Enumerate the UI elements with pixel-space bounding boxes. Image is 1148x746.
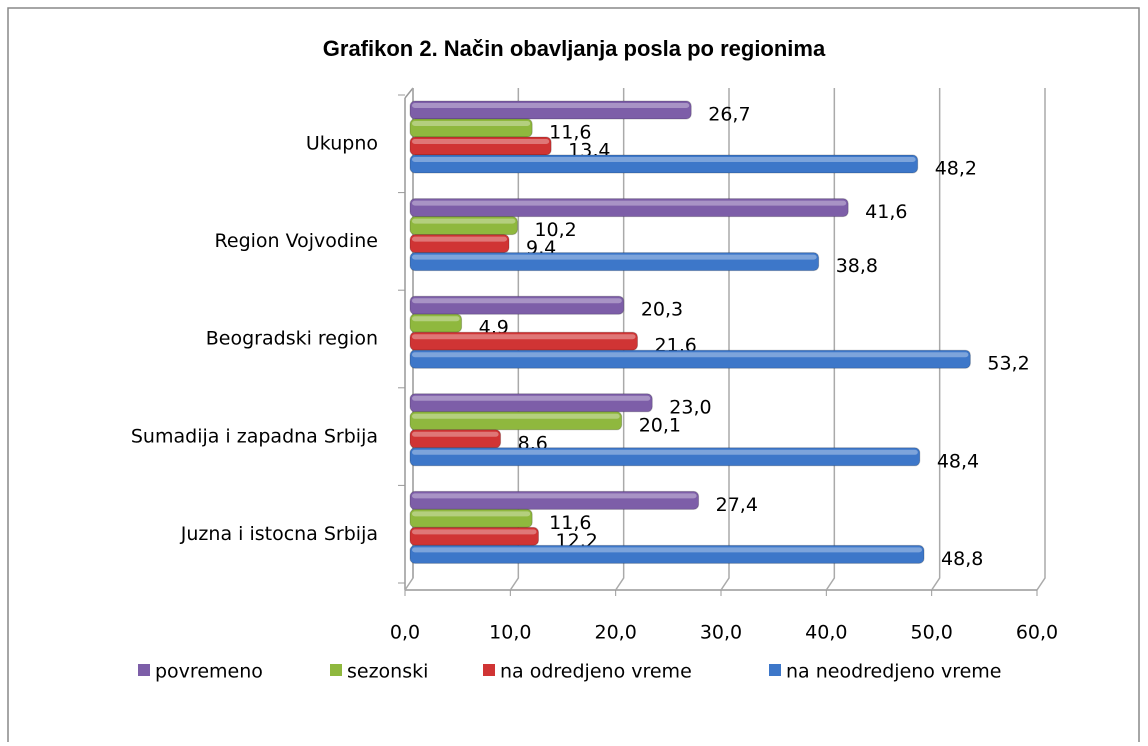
x-tick-label: 40,0 xyxy=(805,622,847,644)
bar-shine xyxy=(412,254,817,260)
bar-shine xyxy=(412,103,690,108)
legend-marker xyxy=(330,664,342,676)
data-label: 27,4 xyxy=(716,494,758,516)
bar-shine xyxy=(412,157,916,162)
bar xyxy=(409,100,692,120)
legend-label: povremeno xyxy=(155,661,263,683)
x-tick-label: 10,0 xyxy=(489,622,531,644)
data-label: 20,1 xyxy=(639,414,681,436)
legend-label: na neodredjeno vreme xyxy=(786,661,1002,683)
grid-line xyxy=(825,88,836,591)
bar xyxy=(409,349,971,369)
chart-title: Grafikon 2. Način obavljanja posla po re… xyxy=(323,36,826,61)
x-tick-label: 0,0 xyxy=(390,622,420,644)
grid-line xyxy=(509,88,520,591)
bar-shine xyxy=(412,236,508,242)
bar-shine xyxy=(412,139,550,144)
wall-top xyxy=(404,87,414,99)
data-label: 53,2 xyxy=(987,353,1029,375)
bar-shine xyxy=(412,121,531,126)
legend-marker xyxy=(769,664,781,676)
data-label: 48,4 xyxy=(937,450,979,472)
y-tick-label: Beogradski region xyxy=(206,328,378,350)
legend-label: na odredjeno vreme xyxy=(500,661,692,683)
data-label: 48,8 xyxy=(941,548,983,570)
bar-shine xyxy=(412,449,918,455)
grid-line xyxy=(720,88,730,591)
bar-shine xyxy=(412,547,923,553)
y-tick-label: Ukupno xyxy=(306,133,378,155)
data-label: 20,3 xyxy=(641,299,683,321)
bar xyxy=(409,544,925,564)
data-label: 10,2 xyxy=(534,219,576,241)
bar-shine xyxy=(412,529,537,535)
bar xyxy=(409,198,849,218)
bar-shine xyxy=(412,511,531,517)
x-tick-label: 60,0 xyxy=(1016,622,1058,644)
legend-marker xyxy=(483,664,495,676)
data-label: 38,8 xyxy=(836,255,878,277)
data-label: 41,6 xyxy=(865,201,907,223)
data-label: 48,2 xyxy=(935,158,977,180)
legend-label: sezonski xyxy=(347,661,428,683)
data-label: 11,6 xyxy=(549,512,591,534)
bar-shine xyxy=(412,334,636,340)
grid-line xyxy=(1036,88,1046,591)
bar-shine xyxy=(412,218,516,224)
grid-line xyxy=(931,88,941,591)
chart-border xyxy=(7,7,1140,746)
bar xyxy=(409,411,623,431)
data-label: 11,6 xyxy=(549,122,591,144)
bar xyxy=(409,252,820,272)
y-tick-label: Sumadija i zapadna Srbija xyxy=(131,425,378,447)
x-tick-label: 20,0 xyxy=(595,622,637,644)
bar-shine xyxy=(412,352,969,358)
bar-shine xyxy=(412,493,697,499)
x-tick-label: 50,0 xyxy=(911,622,953,644)
legend-marker xyxy=(138,664,150,676)
bar-shine xyxy=(412,395,651,401)
bar-shine xyxy=(412,431,499,437)
y-tick-label: Juzna i istocna Srbija xyxy=(180,523,378,545)
data-label: 23,0 xyxy=(669,396,711,418)
bar-shine xyxy=(412,413,620,419)
x-tick-label: 30,0 xyxy=(700,622,742,644)
bar-shine xyxy=(412,298,622,304)
bar xyxy=(409,490,700,510)
bar-shine xyxy=(412,200,847,206)
y-tick-label: Region Vojvodine xyxy=(215,230,378,252)
bar xyxy=(409,154,919,174)
grid-line xyxy=(615,88,625,591)
bar-shine xyxy=(412,316,460,322)
data-label: 26,7 xyxy=(708,104,750,126)
bar xyxy=(409,295,625,315)
bar xyxy=(409,447,921,467)
